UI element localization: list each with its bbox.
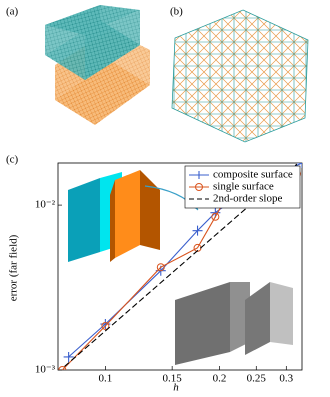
panel-label: (a) <box>6 6 19 18</box>
x-tick-label: 0.2 <box>213 373 227 385</box>
x-tick-label: 0.3 <box>279 373 293 385</box>
marker <box>63 351 74 362</box>
panel-label: (c) <box>6 154 19 166</box>
legend-marker <box>195 183 203 191</box>
marker <box>192 225 203 236</box>
y-tick-label: 10⁻³ <box>35 364 56 376</box>
x-axis-label: h <box>173 382 179 394</box>
panel-a-illustration <box>45 5 150 125</box>
legend-label: 2nd-order slope <box>213 193 282 205</box>
x-tick-label: 0.25 <box>247 373 267 385</box>
legend-marker <box>195 171 203 179</box>
marker <box>156 263 165 272</box>
marker <box>58 366 67 370</box>
panel-label: (b) <box>170 6 183 18</box>
legend-label: single surface <box>213 181 274 193</box>
x-tick-label: 0.15 <box>163 373 183 385</box>
plot-frame <box>57 162 303 371</box>
marker <box>211 212 220 221</box>
panel-b-illustration <box>171 9 309 143</box>
y-tick-label: 10⁻² <box>35 199 56 211</box>
legend-label: composite surface <box>213 169 293 181</box>
marker <box>101 321 110 330</box>
x-tick-label: 0.1 <box>99 373 113 385</box>
y-axis-label: error (far field) <box>8 234 20 301</box>
